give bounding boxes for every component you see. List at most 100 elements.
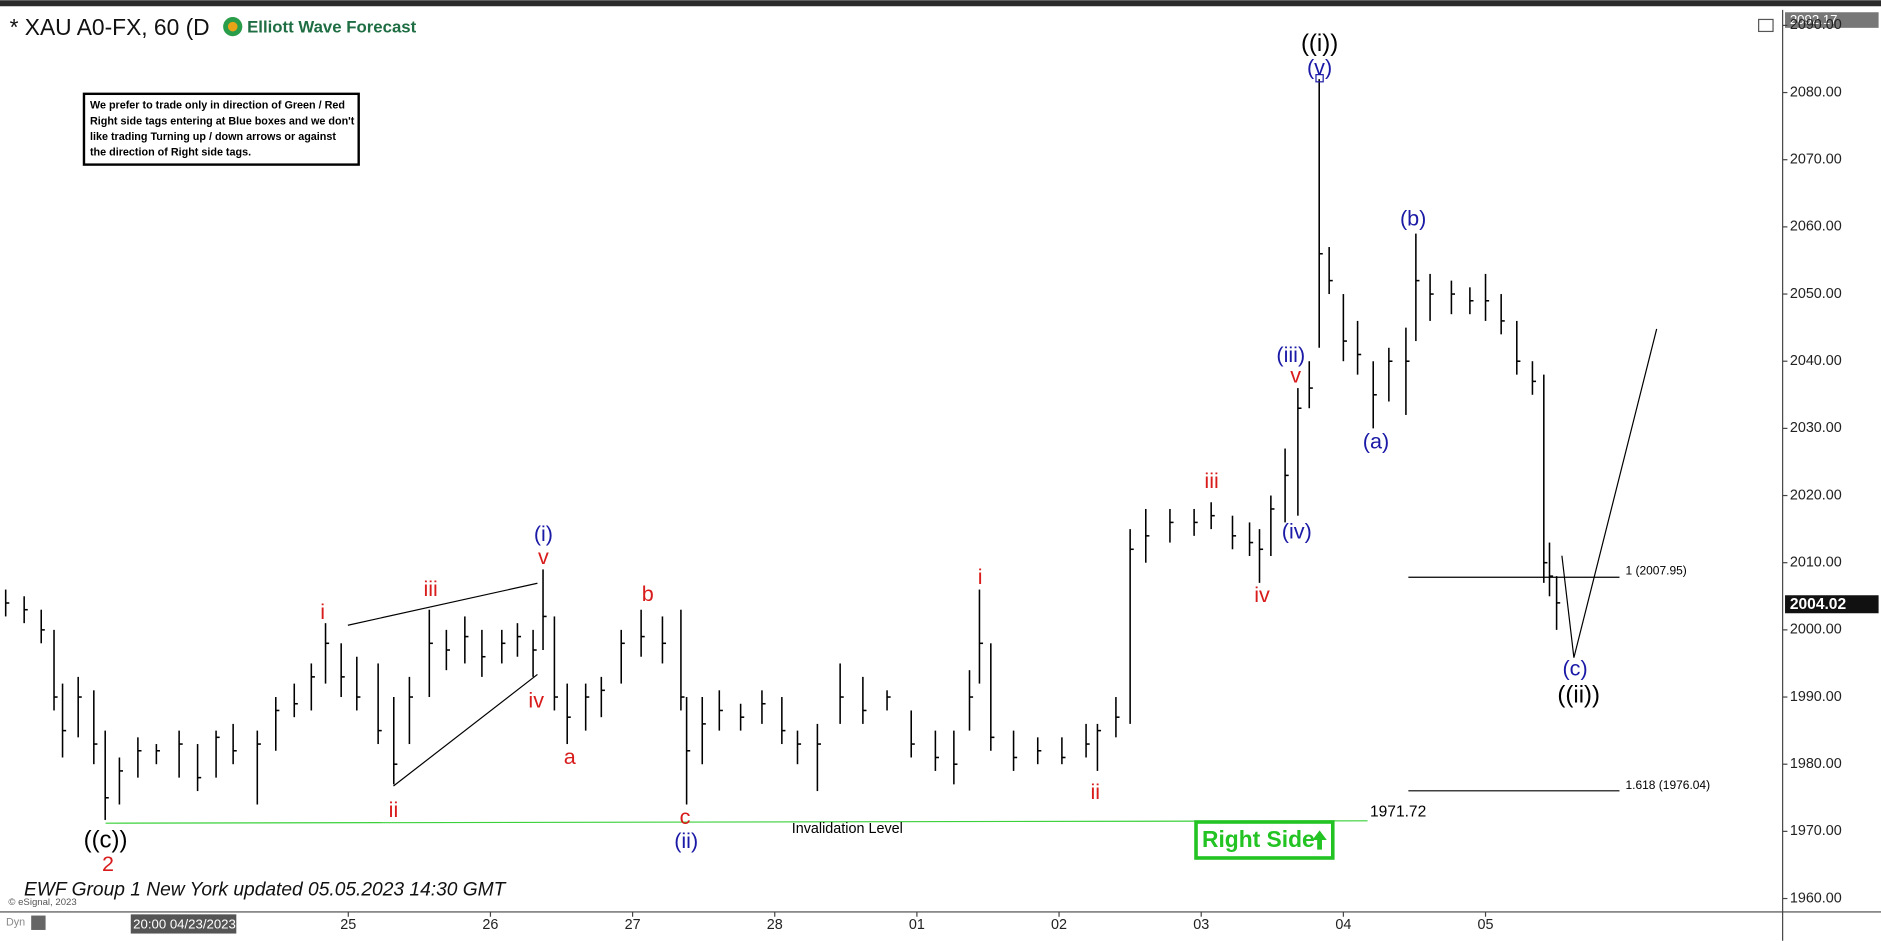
ohlc-bar bbox=[1248, 522, 1254, 556]
ohlc-bar bbox=[532, 629, 537, 677]
right-side-arrow bbox=[1312, 830, 1327, 850]
ohlc-bar bbox=[1388, 347, 1393, 402]
ohlc-bar bbox=[1516, 320, 1521, 375]
ohlc-bar bbox=[718, 690, 723, 731]
cursor-box bbox=[130, 914, 237, 934]
ohlc-bar bbox=[324, 623, 330, 684]
y-tick-label: 1960.00 bbox=[1790, 890, 1842, 906]
wave-label: v bbox=[1290, 363, 1301, 388]
x-tick-label: 27 bbox=[625, 917, 641, 933]
ohlc-bar bbox=[701, 697, 706, 765]
wave-label: 2 bbox=[102, 851, 114, 876]
y-tick-label: 2050.00 bbox=[1790, 286, 1842, 302]
y-tick-label: 2020.00 bbox=[1790, 487, 1842, 503]
ohlc-bar bbox=[118, 757, 124, 805]
wave-label: (iv) bbox=[1282, 519, 1312, 544]
x-tick-label: 05 bbox=[1478, 917, 1494, 933]
ohlc-bar bbox=[155, 744, 160, 765]
ohlc-bar bbox=[137, 737, 142, 778]
ohlc-bar bbox=[934, 730, 939, 771]
ohlc-bar bbox=[464, 616, 469, 664]
invalidation-label: Invalidation Level bbox=[792, 821, 903, 837]
y-tick-label: 1970.00 bbox=[1790, 823, 1842, 839]
ohlc-bar bbox=[640, 609, 645, 657]
x-tick-label: 02 bbox=[1051, 917, 1067, 933]
x-tick-label: 01 bbox=[909, 917, 925, 933]
ohlc-bar bbox=[377, 663, 382, 745]
ohlc-bar bbox=[93, 690, 98, 765]
ohlc-bar bbox=[77, 676, 82, 738]
y-tick-label: 2040.00 bbox=[1790, 353, 1842, 369]
ohlc-bar bbox=[1210, 502, 1215, 530]
wave-label: (v) bbox=[1307, 54, 1332, 79]
y-tick-label: 2070.00 bbox=[1790, 152, 1842, 168]
ohlc-bar bbox=[481, 629, 486, 677]
ohlc-bar bbox=[600, 676, 605, 718]
ohlc-bar bbox=[1308, 361, 1313, 409]
ohlc-bar bbox=[990, 643, 995, 751]
ohlc-bar bbox=[104, 730, 109, 820]
ohlc-bar bbox=[781, 697, 786, 745]
ohlc-bar bbox=[196, 744, 202, 792]
wave-label: v bbox=[538, 544, 549, 569]
y-tick-label: 2060.00 bbox=[1790, 219, 1842, 235]
ohlc-bar bbox=[839, 663, 844, 724]
ohlc-bar bbox=[1297, 388, 1302, 516]
ohlc-bar bbox=[256, 730, 261, 805]
last-price-box bbox=[1785, 595, 1879, 614]
ohlc-bar bbox=[1061, 737, 1066, 765]
y-tick-label: 2010.00 bbox=[1790, 555, 1842, 571]
invalidation-value: 1971.72 bbox=[1370, 804, 1426, 821]
wave-label: a bbox=[564, 744, 576, 769]
ohlc-bar bbox=[978, 589, 984, 684]
note-line: We prefer to trade only in direction of … bbox=[90, 100, 345, 112]
ohlc-bar bbox=[1144, 508, 1150, 563]
wave-label: iv bbox=[528, 688, 544, 713]
ohlc-bar bbox=[620, 629, 625, 684]
ohlc-bar bbox=[310, 663, 315, 711]
wave-label: (c) bbox=[1563, 655, 1588, 680]
ohlc-bar bbox=[1318, 79, 1323, 348]
ohlc-bar bbox=[40, 609, 45, 644]
projection-path bbox=[1561, 328, 1658, 658]
wave-label: ii bbox=[1090, 779, 1100, 804]
footer: EWF Group 1 New York updated 05.05.2023 … bbox=[24, 879, 507, 900]
ohlc-bar bbox=[293, 683, 298, 718]
ohlc-bar bbox=[553, 616, 559, 711]
ohlc-bar bbox=[408, 676, 414, 745]
wedge-line bbox=[347, 582, 538, 626]
logo-icon-inner bbox=[227, 21, 238, 32]
cursor-label: 20:00 04/23/2023 bbox=[133, 917, 236, 932]
ohlc-bar bbox=[1129, 529, 1134, 724]
ohlc-bar bbox=[1500, 294, 1505, 335]
ohlc-bar bbox=[4, 589, 10, 617]
ohlc-bar bbox=[1415, 233, 1420, 342]
ohlc-bar bbox=[178, 730, 183, 778]
y-tick-label: 2080.00 bbox=[1790, 84, 1842, 100]
fib-label: 1 (2007.95) bbox=[1625, 563, 1686, 577]
ohlc-bar bbox=[968, 670, 974, 731]
wedge-line bbox=[393, 673, 538, 787]
ohlc-bar bbox=[428, 609, 433, 698]
wave-label: ((c)) bbox=[84, 827, 128, 854]
top-bar bbox=[0, 0, 1881, 7]
wave-label: c bbox=[680, 804, 691, 829]
ohlc-bar bbox=[1096, 723, 1102, 771]
ohlc-bar bbox=[542, 569, 547, 651]
ohlc-bar bbox=[1543, 374, 1548, 583]
ohlc-bar bbox=[661, 616, 667, 664]
y-tick-label: 2090.00 bbox=[1790, 17, 1842, 33]
ohlc-bar bbox=[1429, 273, 1434, 321]
ohlc-bar bbox=[816, 723, 821, 792]
ohlc-bar bbox=[356, 656, 361, 711]
ohlc-bar bbox=[215, 730, 220, 778]
x-tick-label: 04 bbox=[1335, 917, 1351, 933]
wave-label: (a) bbox=[1363, 429, 1389, 454]
wave-label: (ii) bbox=[674, 828, 698, 853]
x-tick-label: 26 bbox=[482, 917, 498, 933]
ohlc-bar bbox=[1548, 542, 1554, 597]
ohlc-bar bbox=[1342, 294, 1347, 362]
x-tick-label: 03 bbox=[1193, 917, 1209, 933]
peak-marker bbox=[1315, 74, 1324, 83]
